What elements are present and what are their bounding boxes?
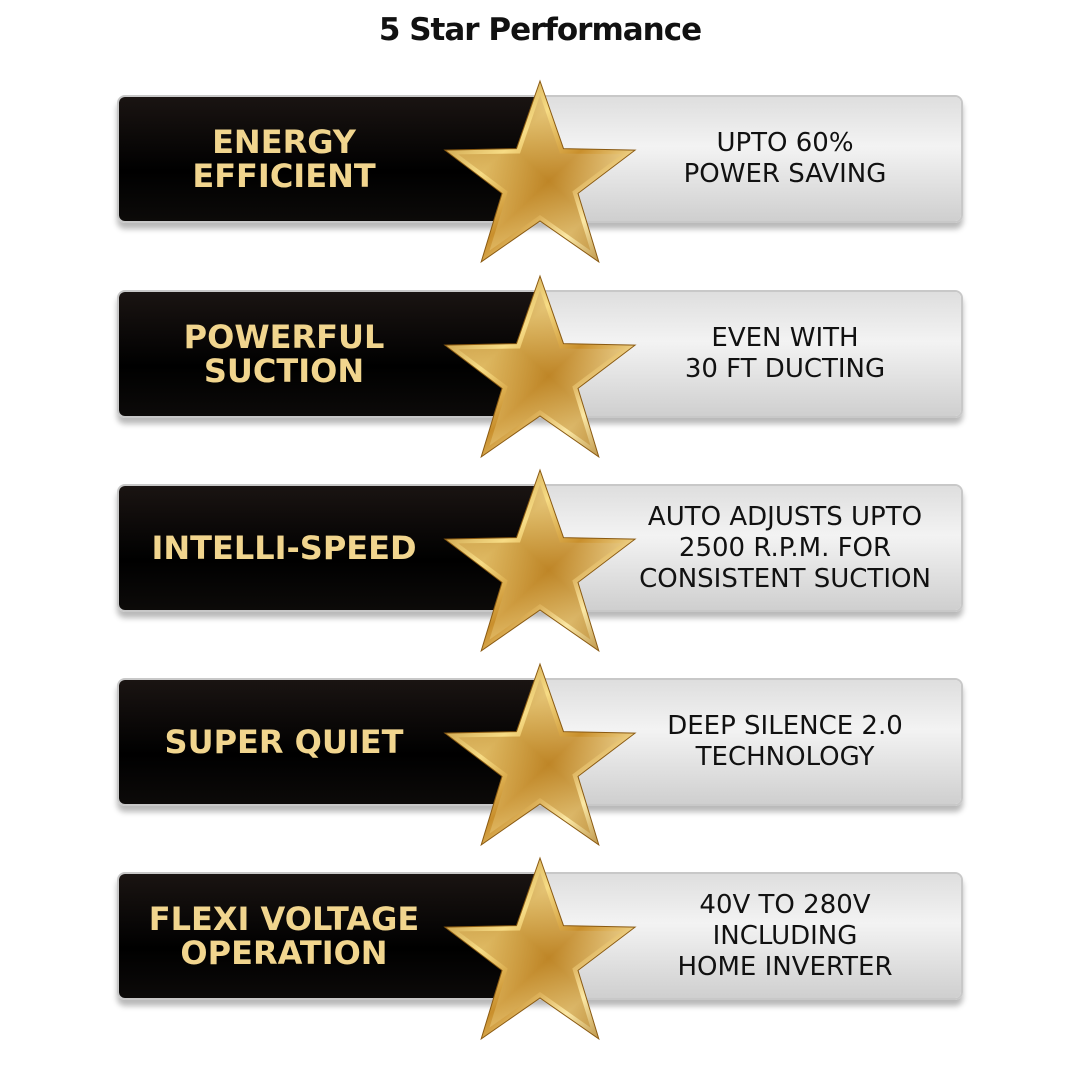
gold-star-icon [443, 274, 637, 459]
feature-label: INTELLI-SPEED [151, 529, 417, 567]
feature-detail: AUTO ADJUSTS UPTO 2500 R.P.M. FOR CONSIS… [639, 501, 931, 594]
gold-star-icon [443, 856, 637, 1041]
feature-row: ENERGY EFFICIENT UPTO 60% POWER SAVING [117, 79, 963, 264]
feature-label: ENERGY EFFICIENT [192, 123, 376, 195]
page-title: 5 Star Performance [378, 12, 702, 48]
feature-label: FLEXI VOLTAGE OPERATION [148, 900, 420, 972]
feature-label-panel: INTELLI-SPEED [119, 486, 539, 610]
gold-star-icon [443, 468, 637, 653]
feature-detail: DEEP SILENCE 2.0 TECHNOLOGY [667, 711, 903, 772]
feature-detail: 40V TO 280V INCLUDING HOME INVERTER [677, 889, 893, 982]
feature-detail: EVEN WITH 30 FT DUCTING [684, 323, 886, 384]
feature-label: SUPER QUIET [164, 723, 404, 761]
feature-row: SUPER QUIET DEEP SILENCE 2.0 TECHNOLOGY [117, 662, 963, 847]
feature-row: FLEXI VOLTAGE OPERATION 40V TO 280V INCL… [117, 856, 963, 1041]
feature-bar: SUPER QUIET DEEP SILENCE 2.0 TECHNOLOGY [117, 678, 963, 806]
gold-star-icon [443, 662, 637, 847]
feature-row: INTELLI-SPEED AUTO ADJUSTS UPTO 2500 R.P… [117, 468, 963, 653]
feature-label: POWERFUL SUCTION [183, 318, 385, 390]
feature-bar: ENERGY EFFICIENT UPTO 60% POWER SAVING [117, 95, 963, 223]
feature-row: POWERFUL SUCTION EVEN WITH 30 FT DUCTING [117, 274, 963, 459]
gold-star-icon [443, 79, 637, 264]
feature-detail: UPTO 60% POWER SAVING [683, 128, 887, 189]
